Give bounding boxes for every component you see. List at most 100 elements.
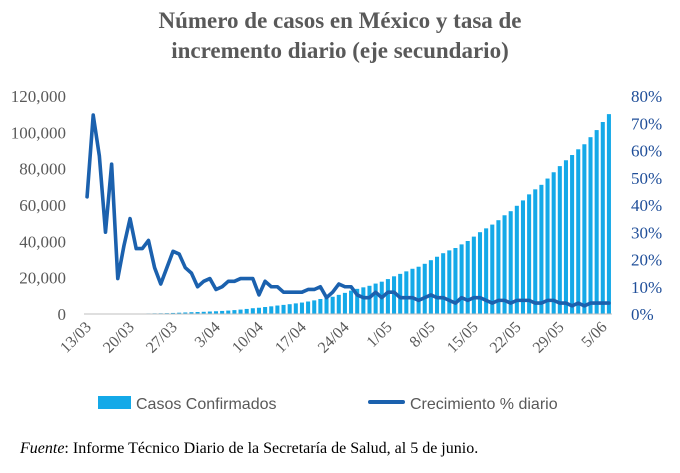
bar-cases — [576, 149, 581, 314]
growth-point — [405, 297, 407, 299]
chart-title-line-2: incremento diario (eje secundario) — [171, 38, 509, 63]
x-axis-ticks: 13/03 20/03 27/03 3/04 10/04 17/04 24/04 1/05 8/… — [57, 319, 610, 357]
x-tick-label: 20/03 — [100, 319, 138, 357]
source-label: Fuente — [20, 440, 65, 457]
growth-point — [332, 291, 334, 293]
growth-point — [264, 280, 266, 282]
y-right-tick-label: 0% — [631, 305, 654, 324]
bar-cases — [207, 311, 212, 314]
bar-cases — [471, 236, 476, 314]
growth-point — [184, 267, 186, 269]
y-left-tick-label: 20,000 — [19, 269, 66, 288]
growth-point — [313, 288, 315, 291]
bar-cases — [392, 276, 397, 314]
bar-cases — [496, 220, 501, 314]
growth-point — [104, 231, 107, 233]
bar-cases — [306, 301, 311, 314]
bar-cases — [582, 144, 587, 314]
bar-cases — [189, 312, 194, 314]
growth-point — [418, 299, 420, 301]
growth-point — [571, 305, 573, 307]
x-tick-label: 10/04 — [229, 319, 267, 357]
bar-cases — [490, 224, 495, 314]
growth-point — [485, 299, 487, 301]
y-left-tick-label: 80,000 — [19, 160, 66, 179]
growth-point — [246, 277, 248, 280]
y-right-tick-label: 80% — [631, 87, 662, 106]
bar-cases — [201, 311, 206, 314]
bar-cases — [256, 307, 261, 314]
bar-cases — [502, 215, 507, 314]
growth-point — [338, 283, 340, 285]
bar-cases — [600, 122, 605, 314]
growth-point — [301, 291, 303, 293]
growth-point — [516, 299, 518, 301]
growth-point — [596, 302, 598, 304]
growth-point — [307, 288, 309, 291]
bar-cases — [269, 306, 274, 314]
growth-point — [160, 283, 162, 285]
bar-cases — [484, 228, 489, 314]
legend-swatch-cases — [98, 396, 131, 409]
growth-line — [85, 113, 611, 308]
bar-cases — [404, 271, 409, 314]
growth-point — [141, 248, 143, 250]
bar-cases — [465, 241, 470, 314]
bar-cases — [349, 290, 354, 314]
daily-growth-line-series — [85, 113, 611, 308]
bar-cases — [533, 189, 538, 314]
bar-cases — [373, 283, 378, 314]
bar-cases — [551, 172, 556, 314]
bar-cases — [250, 308, 255, 314]
bar-cases — [606, 114, 611, 315]
bar-cases — [293, 303, 298, 314]
x-tick-label: 29/05 — [530, 319, 568, 357]
growth-point — [227, 280, 229, 282]
y-right-tick-label: 40% — [631, 196, 662, 215]
growth-point — [583, 305, 585, 307]
source-note: Fuente: Informe Técnico Diario de la Sec… — [20, 440, 670, 458]
bar-cases — [447, 250, 452, 314]
growth-point — [258, 294, 260, 296]
bar-cases — [557, 166, 562, 314]
growth-point — [553, 299, 555, 301]
bar-cases — [435, 256, 440, 314]
y-right-tick-label: 70% — [631, 114, 662, 133]
growth-point — [350, 286, 352, 288]
bar-cases — [514, 205, 519, 314]
bar-cases — [244, 308, 249, 314]
growth-point — [129, 218, 131, 220]
y-left-tick-label: 40,000 — [19, 232, 66, 251]
growth-point — [295, 291, 297, 293]
bar-cases — [183, 312, 188, 314]
growth-point — [98, 155, 100, 157]
bar-cases — [232, 310, 237, 314]
growth-point — [540, 302, 543, 304]
growth-point — [111, 163, 113, 165]
growth-point — [166, 267, 168, 269]
growth-point — [375, 291, 377, 293]
y-left-tick-label: 120,000 — [11, 87, 66, 106]
bar-cases — [545, 178, 550, 314]
bar-cases — [422, 263, 427, 314]
growth-point — [546, 299, 549, 301]
growth-point — [282, 291, 285, 293]
bar-cases — [355, 288, 360, 314]
growth-point — [460, 297, 463, 299]
bar-cases — [527, 194, 532, 314]
growth-point — [424, 297, 426, 299]
growth-point — [503, 299, 506, 301]
growth-point — [356, 294, 358, 296]
growth-point — [589, 302, 592, 304]
growth-point — [123, 245, 125, 247]
legend: Casos Confirmados Crecimiento % diario — [98, 396, 558, 413]
bar-cases — [520, 200, 525, 314]
growth-point — [147, 239, 150, 242]
x-tick-label: 8/05 — [407, 319, 439, 351]
growth-point — [209, 277, 211, 280]
growth-point — [577, 302, 579, 304]
bar-cases — [570, 155, 575, 314]
bar-cases — [416, 266, 421, 314]
bar-cases — [299, 302, 304, 314]
